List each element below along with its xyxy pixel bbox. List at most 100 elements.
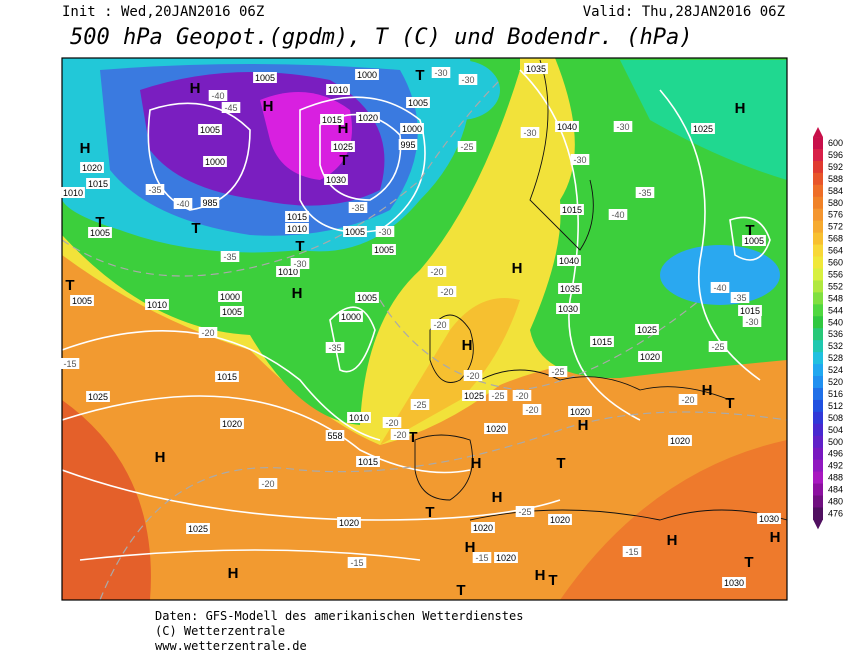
colorbar-swatch (813, 208, 823, 222)
temperature-label: -30 (745, 317, 758, 327)
pressure-center: H (190, 80, 201, 97)
colorbar-label: 540 (828, 317, 843, 327)
pressure-label: 1010 (328, 85, 348, 95)
pressure-label: 1015 (592, 337, 612, 347)
pressure-center: T (191, 220, 200, 237)
pressure-center: T (425, 504, 434, 521)
pressure-label-box (326, 84, 350, 95)
colorbar-label: 600 (828, 138, 843, 148)
temperature-label: -30 (461, 75, 474, 85)
pressure-center: H (338, 120, 349, 137)
pressure-label: 1035 (560, 284, 580, 294)
pressure-label-box (484, 423, 508, 434)
pressure-center: T (556, 455, 565, 472)
pressure-label-box (722, 577, 746, 588)
pressure-label: 1020 (222, 419, 242, 429)
colorbar-label: 560 (828, 258, 843, 268)
pressure-center: H (80, 140, 91, 157)
pressure-label-box (198, 124, 222, 135)
pressure-center: H (770, 529, 781, 546)
pressure-label-box (548, 514, 572, 525)
temperature-label: -20 (393, 430, 406, 440)
temperature-label-box (520, 127, 540, 138)
pressure-label: 558 (327, 431, 342, 441)
pressure-label-box (337, 517, 361, 528)
colorbar-swatch (813, 280, 823, 293)
pressure-label-box (560, 204, 584, 215)
pressure-center: T (65, 277, 74, 294)
temperature-label: -35 (148, 185, 161, 195)
pressure-label: 1005 (222, 307, 242, 317)
temperature-label: -35 (351, 203, 364, 213)
pressure-label-box (568, 406, 592, 417)
colorbar-swatch (813, 340, 823, 353)
temperature-label-box (678, 394, 698, 405)
pressure-center: H (263, 98, 274, 115)
colorbar-swatch (813, 244, 823, 258)
temperature-label: -25 (460, 142, 473, 152)
colorbar-label: 504 (828, 425, 843, 435)
colorbar-label: 556 (828, 269, 843, 279)
colorbar-swatch (813, 304, 823, 317)
temperature-label: -20 (261, 479, 274, 489)
temperature-label: -35 (223, 252, 236, 262)
pressure-label: 1040 (559, 256, 579, 266)
pressure-center: T (725, 395, 734, 412)
pressure-center: T (408, 429, 417, 446)
pressure-label-box (355, 292, 379, 303)
pressure-label: 1025 (464, 391, 484, 401)
pressure-label-box (276, 266, 300, 277)
colorbar-label: 592 (828, 162, 843, 172)
pressure-label-box (343, 226, 367, 237)
pressure-label: 1020 (358, 113, 378, 123)
temperature-label: -35 (328, 343, 341, 353)
pressure-label-box (88, 227, 112, 238)
pressure-label-box (253, 72, 277, 83)
pressure-label: 1035 (526, 64, 546, 74)
pressure-label-box (356, 456, 380, 467)
colorbar-label: 548 (828, 293, 843, 303)
temperature-label-box (488, 390, 508, 401)
colorbar-swatch (813, 483, 823, 497)
colorbar-swatch (813, 411, 823, 425)
colorbar-swatch (813, 399, 823, 413)
temperature-label: -40 (176, 199, 189, 209)
temperature-label-box (548, 366, 568, 377)
temperature-label-box (570, 154, 590, 165)
pressure-label-box (398, 139, 418, 150)
colorbar-label: 484 (828, 485, 843, 495)
colorbar-label: 572 (828, 222, 843, 232)
colorbar-label: 564 (828, 246, 843, 256)
pressure-center: H (292, 285, 303, 302)
pressure-label-box (203, 156, 227, 167)
temperature-label: -30 (293, 259, 306, 269)
pressure-label: 1020 (496, 553, 516, 563)
colorbar-label: 480 (828, 497, 843, 507)
colorbar-label: 596 (828, 150, 843, 160)
pressure-label: 1020 (486, 424, 506, 434)
colorbar-label: 588 (828, 174, 843, 184)
colorbar-label: 512 (828, 401, 843, 411)
colorbar-swatch (813, 459, 823, 473)
temperature-label: -20 (385, 418, 398, 428)
pressure-label-box (355, 69, 379, 80)
pressure-label-box (218, 291, 242, 302)
colorbar-swatch (813, 268, 823, 281)
temperature-label-box (515, 506, 535, 517)
temperature-label: -25 (711, 342, 724, 352)
colorbar-swatch (813, 160, 823, 174)
pressure-center: T (95, 214, 104, 231)
temperature-label: -25 (551, 367, 564, 377)
valid-time: Valid: Thu,28JAN2016 06Z (583, 4, 785, 20)
pressure-label: 1025 (88, 392, 108, 402)
pressure-label: 1020 (473, 523, 493, 533)
colorbar-label: 584 (828, 186, 843, 196)
colorbar-swatch (813, 172, 823, 186)
colorbar-label: 508 (828, 413, 843, 423)
pressure-center: H (465, 539, 476, 556)
footer-line: (C) Wetterzentrale (155, 624, 285, 638)
temperature-label-box (613, 121, 633, 132)
pressure-center: H (228, 565, 239, 582)
